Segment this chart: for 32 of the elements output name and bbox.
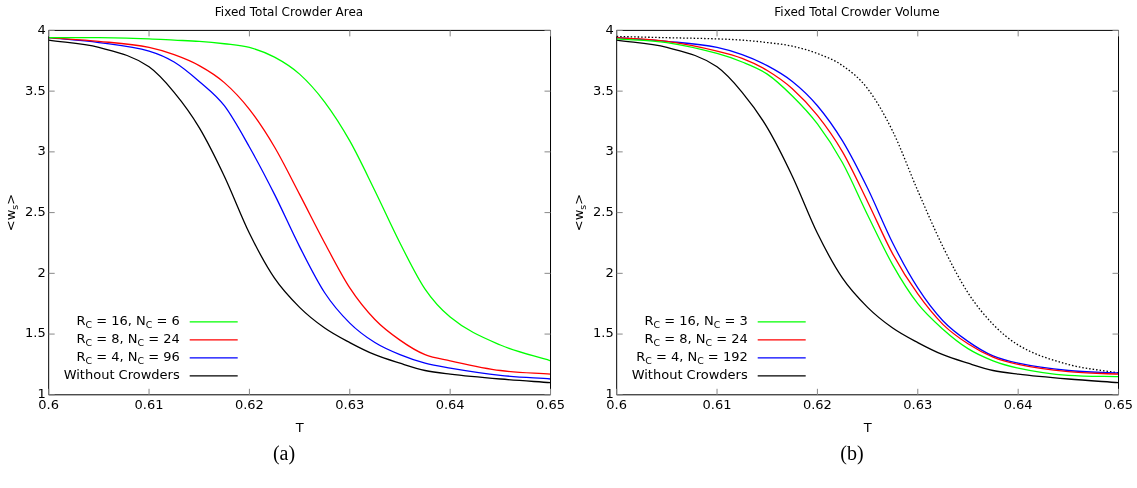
x-tick-label: 0.64 — [435, 396, 465, 412]
y-tick-label: 1.5 — [24, 325, 46, 341]
y-tick-label: 4 — [605, 21, 614, 37]
x-tick-label: 0.65 — [1104, 396, 1133, 412]
y-tick-label: 2.5 — [24, 203, 46, 219]
y-tick-label: 2.5 — [592, 203, 614, 219]
y-tick-label: 3 — [37, 143, 46, 159]
x-tick-label: 0.62 — [234, 396, 264, 412]
x-axis-title: T — [862, 419, 872, 435]
text: (a) — [271, 442, 297, 465]
x-tick-label: 0.61 — [702, 396, 732, 412]
x-tick-label: 0.61 — [134, 396, 164, 412]
y-tick-label: 2 — [605, 264, 614, 280]
x-tick-label: 0.63 — [335, 396, 365, 412]
y-tick-label: 1.5 — [592, 325, 614, 341]
y-tick-label: 3 — [605, 143, 614, 159]
legend-label: Without Crowders — [63, 367, 180, 383]
x-tick-label: 0.63 — [903, 396, 933, 412]
y-tick-label: 2 — [37, 264, 46, 280]
x-tick-label: 0.64 — [1003, 396, 1033, 412]
chart-title: Fixed Total Crowder Volume — [774, 5, 940, 20]
x-axis-title: T — [294, 419, 304, 435]
y-axis-title: <ws> — [3, 193, 21, 232]
x-tick-label: 0.62 — [802, 396, 832, 412]
y-tick-label: 4 — [37, 21, 46, 37]
x-tick-label: 0.65 — [536, 396, 565, 412]
y-tick-label: 3.5 — [24, 82, 46, 98]
chart-title: Fixed Total Crowder Area — [214, 5, 364, 20]
legend-label: Without Crowders — [631, 367, 748, 383]
y-axis-title: <ws> — [571, 193, 589, 232]
y-tick-label: 3.5 — [592, 82, 614, 98]
text: (b) — [839, 442, 865, 465]
